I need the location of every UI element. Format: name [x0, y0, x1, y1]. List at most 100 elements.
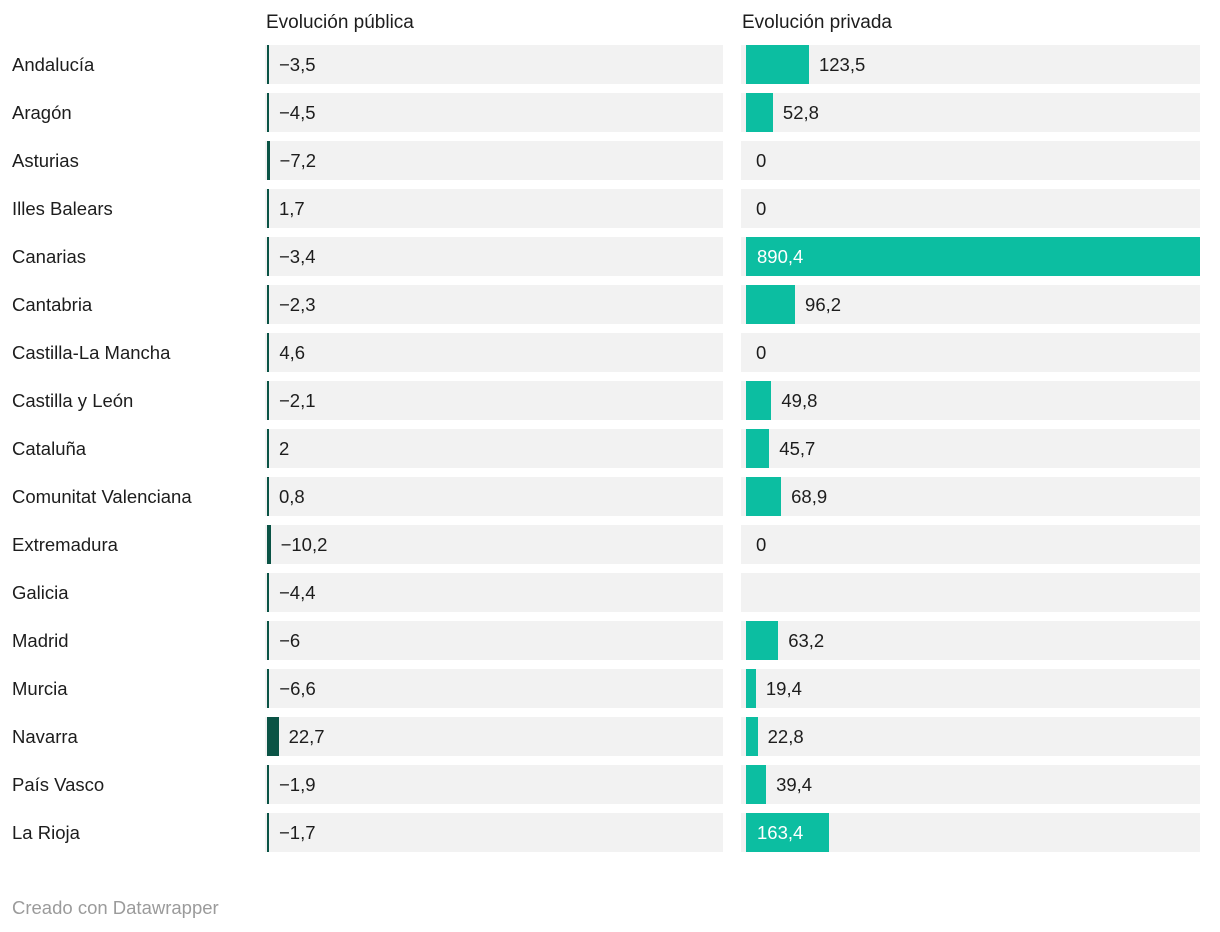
column-gap	[723, 381, 741, 420]
private-bar-cell	[741, 573, 1200, 612]
table-row: Navarra 22,7 22,8	[0, 717, 1220, 756]
region-label: Cantabria	[12, 293, 93, 315]
region-label: País Vasco	[12, 773, 105, 795]
private-value-label: 68,9	[791, 485, 828, 507]
public-bar	[267, 237, 269, 276]
column-gap	[723, 669, 741, 708]
public-bar-cell: −4,4	[265, 573, 723, 612]
region-label: Castilla-La Mancha	[12, 341, 171, 363]
public-value-label: −3,5	[279, 53, 316, 75]
column-gap	[723, 237, 741, 276]
public-bar-cell: −6,6	[265, 669, 723, 708]
public-bar-cell: 4,6	[265, 333, 723, 372]
public-bar-cell: −2,1	[265, 381, 723, 420]
column-gap	[723, 813, 741, 852]
private-bar	[746, 813, 830, 852]
private-bar	[746, 93, 773, 132]
private-value-label: 96,2	[805, 293, 842, 315]
public-bar-cell: 1,7	[265, 189, 723, 228]
public-value-label: −7,2	[279, 149, 317, 171]
column-gap	[723, 333, 741, 372]
public-bar	[267, 45, 269, 84]
public-bar	[267, 381, 269, 420]
public-bar-cell: −3,4	[265, 237, 723, 276]
public-value-label: 4,6	[279, 341, 306, 363]
private-bar-cell: 19,4	[741, 669, 1200, 708]
table-row: Aragón −4,5 52,8	[0, 93, 1220, 132]
public-bar	[267, 621, 270, 660]
column-gap	[723, 189, 741, 228]
column-headers: Evolución pública Evolución privada	[0, 0, 1220, 34]
region-label: Andalucía	[12, 53, 95, 75]
private-bar	[746, 621, 779, 660]
table-row: Comunitat Valenciana 0,8 68,9	[0, 477, 1220, 516]
public-value-label: −10,2	[280, 533, 328, 555]
table-row: Castilla-La Mancha 4,6 0	[0, 333, 1220, 372]
public-value-label: 0,8	[279, 485, 305, 507]
private-bar-cell: 63,2	[741, 621, 1200, 660]
private-value-label: 0	[756, 533, 767, 555]
region-label: La Rioja	[12, 821, 80, 843]
private-bar-cell: 0	[741, 333, 1200, 372]
private-value-label: 63,2	[788, 629, 825, 651]
private-bar	[746, 477, 782, 516]
public-value-label: 22,7	[288, 725, 325, 747]
private-bar	[746, 429, 770, 468]
column-gap	[723, 765, 741, 804]
public-bar-cell: −1,9	[265, 765, 723, 804]
private-value-label: 22,8	[767, 725, 804, 747]
private-value-label: 0	[756, 341, 767, 363]
private-bar	[746, 237, 1200, 276]
public-bar	[267, 189, 269, 228]
public-value-label: −4,5	[279, 101, 316, 123]
public-bar-cell: −2,3	[265, 285, 723, 324]
private-bar-cell: 96,2	[741, 285, 1200, 324]
region-label: Comunitat Valenciana	[12, 485, 192, 507]
region-label: Illes Balears	[12, 197, 113, 219]
region-label: Asturias	[12, 149, 79, 171]
region-label: Cataluña	[12, 437, 87, 459]
public-bar	[267, 93, 269, 132]
region-label: Extremadura	[12, 533, 118, 555]
private-value-label: 0	[756, 149, 767, 171]
table-row: Castilla y León −2,1 49,8	[0, 381, 1220, 420]
private-bar	[746, 45, 809, 84]
private-bar	[746, 285, 796, 324]
public-bar	[267, 765, 269, 804]
private-bar-cell: 45,7	[741, 429, 1200, 468]
public-bar-cell: −7,2	[265, 141, 723, 180]
public-value-label: −1,7	[279, 821, 316, 843]
column-gap	[723, 573, 741, 612]
private-bar-cell: 0	[741, 525, 1200, 564]
public-bar-cell: −6	[265, 621, 723, 660]
column-gap	[723, 141, 741, 180]
public-bar	[267, 573, 269, 612]
public-value-label: 1,7	[279, 197, 305, 219]
region-label: Galicia	[12, 581, 69, 603]
private-value-label: 0	[756, 197, 767, 219]
private-bar	[746, 765, 767, 804]
private-bar-cell: 49,8	[741, 381, 1200, 420]
private-bar-cell: 52,8	[741, 93, 1200, 132]
public-bar-cell: 22,7	[265, 717, 723, 756]
private-bar	[746, 717, 758, 756]
table-row: Galicia −4,4	[0, 573, 1220, 612]
column-gap	[723, 429, 741, 468]
public-value-label: 2	[279, 437, 290, 459]
column-gap	[723, 525, 741, 564]
public-value-label: −2,1	[279, 389, 316, 411]
public-bar	[267, 525, 271, 564]
table-row: Cantabria −2,3 96,2	[0, 285, 1220, 324]
public-value-label: −1,9	[279, 773, 316, 795]
private-value-label: 39,4	[776, 773, 813, 795]
public-value-label: −4,4	[279, 581, 316, 603]
column-gap	[723, 93, 741, 132]
table-row: Asturias −7,2 0	[0, 141, 1220, 180]
public-bar-cell: 2	[265, 429, 723, 468]
public-bar	[267, 333, 270, 372]
bar-table-rows: Andalucía −3,5 123,5 Aragón −4,5 52,8 As…	[0, 45, 1220, 852]
region-label: Castilla y León	[12, 389, 134, 411]
public-value-label: −2,3	[279, 293, 316, 315]
private-value-label: 163,4	[757, 821, 804, 843]
